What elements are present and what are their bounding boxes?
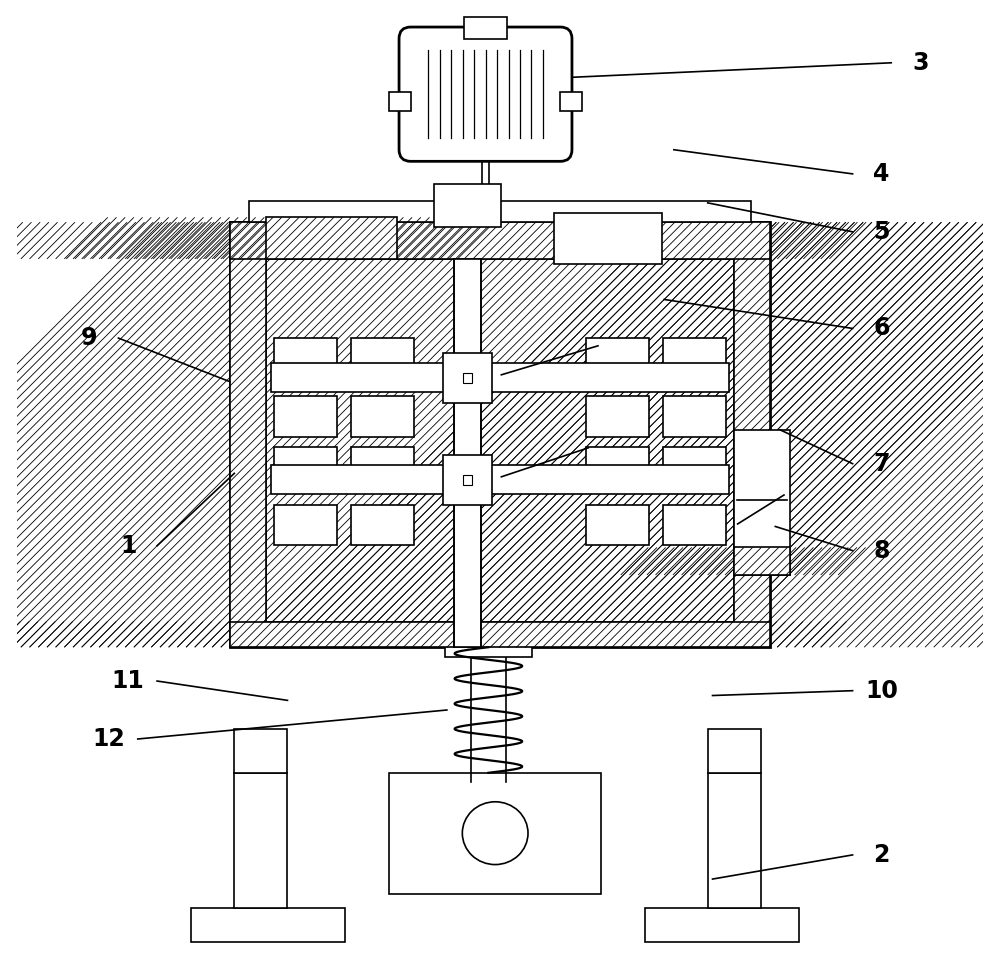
Bar	[586, 447, 649, 488]
Bar	[234, 729, 287, 773]
Bar	[351, 338, 414, 379]
Text: 3: 3	[912, 51, 928, 74]
Text: 10: 10	[865, 679, 898, 702]
Bar	[663, 447, 726, 488]
Bar	[249, 201, 751, 222]
Bar	[230, 222, 770, 259]
Bar	[560, 92, 582, 111]
Bar	[230, 222, 770, 647]
FancyBboxPatch shape	[399, 27, 572, 161]
Text: 12: 12	[92, 727, 125, 751]
Bar	[351, 505, 414, 546]
Bar	[230, 222, 266, 647]
Bar	[443, 455, 492, 505]
Text: 7: 7	[873, 452, 890, 475]
Bar	[351, 447, 414, 488]
Bar	[708, 773, 761, 908]
Text: 9: 9	[81, 327, 98, 350]
Bar	[351, 396, 414, 437]
Text: 8: 8	[873, 539, 890, 562]
Bar	[734, 222, 770, 647]
Bar	[663, 338, 726, 379]
Text: 6: 6	[873, 317, 890, 340]
Text: 1: 1	[120, 534, 136, 557]
Text: 2: 2	[873, 843, 890, 867]
Bar	[445, 642, 532, 657]
Bar	[708, 729, 761, 773]
Ellipse shape	[462, 802, 528, 865]
Bar	[554, 213, 662, 264]
Bar	[454, 259, 481, 647]
Bar	[663, 396, 726, 437]
Text: 5: 5	[873, 220, 890, 243]
Bar	[734, 548, 790, 575]
Bar	[274, 338, 337, 379]
Bar	[271, 363, 729, 392]
Bar	[274, 396, 337, 437]
Bar	[463, 475, 472, 485]
Bar	[463, 373, 472, 383]
Bar	[586, 505, 649, 546]
Bar	[389, 92, 411, 111]
Bar	[230, 621, 770, 647]
Bar	[734, 431, 790, 575]
Bar	[645, 908, 799, 942]
Bar	[443, 353, 492, 403]
Bar	[389, 773, 601, 894]
Text: 4: 4	[873, 162, 890, 185]
Bar	[586, 396, 649, 437]
Text: 11: 11	[112, 669, 144, 693]
Bar	[586, 338, 649, 379]
Bar	[274, 505, 337, 546]
Bar	[271, 466, 729, 495]
Bar	[663, 505, 726, 546]
Bar	[234, 773, 287, 908]
Bar	[266, 217, 397, 259]
Bar	[266, 259, 734, 621]
Bar	[191, 908, 345, 942]
Bar	[464, 17, 507, 39]
Bar	[434, 184, 501, 227]
Bar	[274, 447, 337, 488]
